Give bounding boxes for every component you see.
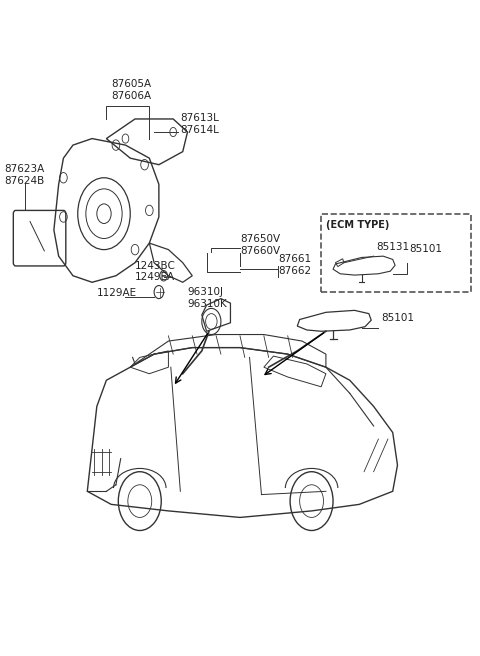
Text: 87624B: 87624B [4,176,44,186]
Text: (ECM TYPE): (ECM TYPE) [326,220,389,230]
Text: 1243BC: 1243BC [135,260,176,270]
Text: 85101: 85101 [409,244,443,254]
Text: 1129AE: 1129AE [97,288,137,298]
Text: 87662: 87662 [278,266,312,276]
Text: 87623A: 87623A [4,164,44,174]
Text: 87661: 87661 [278,254,312,264]
Text: 87606A: 87606A [111,91,151,100]
Text: 87650V: 87650V [240,234,280,245]
Text: 1249EA: 1249EA [135,272,175,282]
Text: 85131: 85131 [376,242,409,252]
Text: 87660V: 87660V [240,246,280,256]
Text: 87614L: 87614L [180,125,219,134]
Text: 85101: 85101 [381,314,414,323]
Text: 87605A: 87605A [111,79,151,89]
Text: 96310J: 96310J [188,287,224,297]
Text: 96310K: 96310K [188,299,227,309]
Text: 87613L: 87613L [180,113,219,123]
